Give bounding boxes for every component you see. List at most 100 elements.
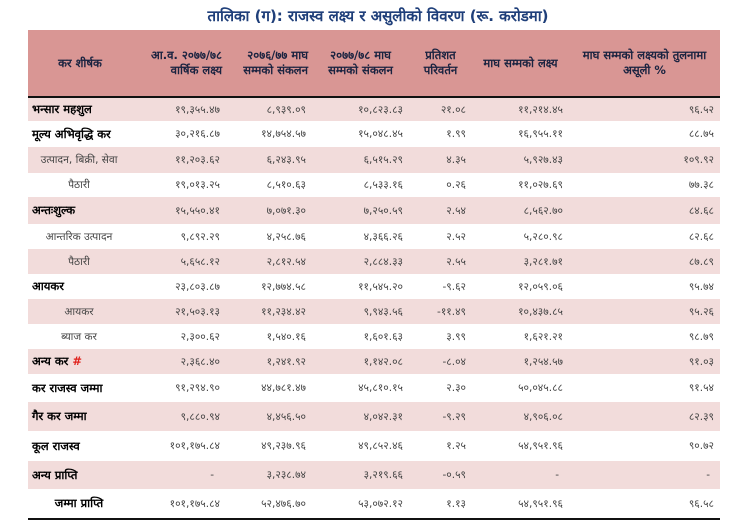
- cell-target-till-magh: ४,९०६.०८: [472, 402, 569, 431]
- cell-achievement-percent: ८४.६८: [569, 197, 720, 224]
- cell-achievement-percent: ८२.६८: [688, 230, 714, 243]
- cell-prev-collection: ८,९३९.०९: [226, 97, 312, 121]
- cell-current-collection: १,१४२.०८: [312, 349, 409, 374]
- cell-percent-change: १.२५: [446, 440, 466, 452]
- cell-target-till-magh: ५०,०४५.८८: [518, 382, 563, 394]
- cell-current-collection: १५,०४८.४५: [358, 128, 403, 140]
- row-label-text: कूल राजस्व: [32, 438, 80, 453]
- row-label: पैठारी: [28, 173, 132, 197]
- cell-annual-target: १०१,१७५.८४: [169, 440, 220, 452]
- cell-current-collection: ४,०४२.३१: [312, 402, 409, 431]
- cell-percent-change: ४.३५: [409, 147, 472, 173]
- table-row: कूल राजस्व १०१,१७५.८४ ४९,२३७.९६ ४९,८५२.४६ १.…: [28, 431, 720, 461]
- cell-annual-target: १९,०१३.२५: [175, 179, 220, 191]
- cell-annual-target: २,३००.६२: [180, 330, 220, 343]
- cell-prev-collection: ४,४५६.५०: [226, 402, 312, 431]
- cell-achievement-percent: ७७.३८: [688, 179, 714, 191]
- cell-target-till-magh: १,२५४.५७: [472, 349, 569, 374]
- row-label: जम्मा प्राप्ति: [28, 489, 132, 520]
- row-label-text: पैठारी: [68, 255, 90, 268]
- cell-current-collection: ८,५३३.१६: [363, 179, 403, 191]
- cell-prev-collection: ४,२५८.७६: [266, 230, 306, 243]
- cell-prev-collection: ८,५१०.६३: [266, 179, 306, 191]
- row-label-text: उत्पादन, बिक्री, सेवा: [40, 154, 118, 166]
- cell-prev-collection: १२,७७४.५८: [261, 280, 306, 293]
- cell-percent-change: २१.०८: [409, 97, 472, 121]
- cell-achievement-percent: -: [569, 461, 720, 489]
- cell-current-collection: ३,२१९.६६: [312, 461, 409, 489]
- table-row: भन्सार महशुल १९,३५५.४७ ८,९३९.०९ १०,८२३.८३ २१…: [28, 97, 720, 121]
- table-row: जम्मा प्राप्ति १०१,१७५.८४ ५२,४७६.७० ५३,०७२.…: [28, 489, 720, 520]
- cell-target-till-magh: १,६२१.२१: [523, 330, 563, 343]
- row-label: आयकर: [28, 299, 132, 324]
- row-label-text: आयकर: [32, 279, 64, 293]
- row-label: अन्य प्राप्ति: [28, 461, 132, 489]
- cell-prev-collection: ३,२३८.७४: [226, 461, 312, 489]
- cell-annual-target: ३०,२१६.८७: [175, 128, 220, 140]
- table-row: आन्तरिक उत्पादन ९,८९२.२९ ४,२५८.७६ ४,३६६.२६ २…: [28, 224, 720, 249]
- row-label: मूल्य अभिवृद्धि कर: [28, 121, 132, 147]
- cell-achievement-percent: ९६.५२: [569, 97, 720, 121]
- cell-achievement-percent: ८२.३९: [569, 402, 720, 431]
- cell-prev-collection: ४४,७८१.४७: [261, 382, 306, 394]
- cell-current-collection: १०,८२३.८३: [312, 97, 409, 121]
- cell-target-till-magh: ५,९२७.४३: [472, 147, 569, 173]
- cell-target-till-magh: १०,४३७.८५: [472, 299, 569, 324]
- cell-current-collection: ४,३६६.२६: [363, 230, 403, 243]
- cell-annual-target: २१,५०३.१३: [132, 299, 226, 324]
- table-row: कर राजस्व जम्मा ९१,२९४.९० ४४,७८१.४७ ४५,८१०.…: [28, 374, 720, 402]
- header-prev-collection: २०७६/७७ माघ सम्मको संकलन: [226, 30, 312, 98]
- cell-current-collection: ४५,८१०.१५: [358, 382, 403, 394]
- table-row: उत्पादन, बिक्री, सेवा ११,२०३.६२ ६,२४३.९५ ६,…: [28, 147, 720, 173]
- header-current-collection: २०७७/७८ माघ सम्मको संकलन: [312, 30, 409, 98]
- cell-annual-target: ११,२०३.६२: [132, 147, 226, 173]
- cell-achievement-percent: ९५.७४: [688, 280, 714, 293]
- cell-annual-target: २३,८०३.८७: [175, 280, 220, 293]
- cell-percent-change: -९.६२: [442, 280, 466, 293]
- table-row: ब्याज कर २,३००.६२ १,५४०.१६ १,६०१.६३ ३.९९ १,६२…: [28, 324, 720, 349]
- cell-achievement-percent: ९१.०३: [569, 349, 720, 374]
- footnote-mark: #: [72, 354, 83, 368]
- row-label-text: मूल्य अभिवृद्धि कर: [32, 126, 111, 141]
- cell-target-till-magh: ८,५६२.७०: [472, 197, 569, 224]
- cell-target-till-magh: १६,९५५.११: [518, 128, 563, 140]
- cell-annual-target: ५,६५८.१२: [132, 249, 226, 274]
- row-label-text: अन्तःशुल्क: [32, 203, 76, 217]
- cell-annual-target: १०१,१७५.८४: [132, 489, 226, 520]
- cell-percent-change: ०.२६: [446, 179, 466, 191]
- cell-percent-change: २.५२: [446, 230, 466, 243]
- cell-percent-change: -०.५९: [409, 461, 472, 489]
- row-label-text: आन्तरिक उत्पादन: [45, 230, 113, 243]
- cell-percent-change: -११.४९: [409, 299, 472, 324]
- cell-achievement-percent: ९८.७९: [688, 330, 714, 343]
- cell-annual-target: ९,८९२.२९: [180, 230, 220, 243]
- cell-achievement-percent: ९५.२६: [569, 299, 720, 324]
- cell-annual-target: १९,३५५.४७: [132, 97, 226, 121]
- row-label-text: कर राजस्व जम्मा: [32, 380, 103, 395]
- cell-annual-target: -: [132, 461, 226, 489]
- cell-achievement-percent: ९६.५८: [569, 489, 720, 520]
- cell-prev-collection: ११,२३४.४२: [226, 299, 312, 324]
- table-row: पैठारी ५,६५८.१२ २,८१२.५४ २,८८४.३३ २.५५ ३,२८१.…: [28, 249, 720, 274]
- header-row: कर शीर्षक आ.व. २०७७/७८ वार्षिक लक्ष्य २०…: [28, 30, 720, 98]
- cell-percent-change: २.५५: [409, 249, 472, 274]
- row-label-text: अन्य कर: [32, 354, 69, 368]
- cell-prev-collection: १,५४०.१६: [266, 330, 306, 343]
- cell-annual-target: ९,८८०.९४: [132, 402, 226, 431]
- row-label: अन्य कर #: [28, 349, 132, 374]
- table-row: अन्तःशुल्क १५,५५०.४१ ७,०७१.३० ७,२५०.५९ २.५४ ८…: [28, 197, 720, 224]
- table-row: अन्य कर #२,३६८.४० १,२४१.९२ १,१४२.०८ -८.०४ १,…: [28, 349, 720, 374]
- cell-current-collection: २,८८४.३३: [312, 249, 409, 274]
- row-label-text: जम्मा प्राप्ति: [54, 496, 104, 510]
- cell-percent-change: -८.०४: [409, 349, 472, 374]
- header-achievement-percent: माघ सम्मको लक्ष्यको तुलनामा असूली %: [569, 30, 720, 98]
- row-label-text: आयकर: [64, 305, 94, 318]
- cell-prev-collection: १,२४१.९२: [226, 349, 312, 374]
- cell-annual-target: २,३६८.४०: [132, 349, 226, 374]
- cell-prev-collection: १४,७५४.५७: [261, 128, 306, 140]
- cell-prev-collection: ७,०७१.३०: [226, 197, 312, 224]
- row-label: कर राजस्व जम्मा: [28, 374, 132, 402]
- cell-achievement-percent: ९०.७२: [688, 440, 714, 452]
- cell-achievement-percent: ९१.५४: [688, 382, 714, 394]
- table-row: अन्य प्राप्ति -३,२३८.७४ ३,२१९.६६ -०.५९- -: [28, 461, 720, 489]
